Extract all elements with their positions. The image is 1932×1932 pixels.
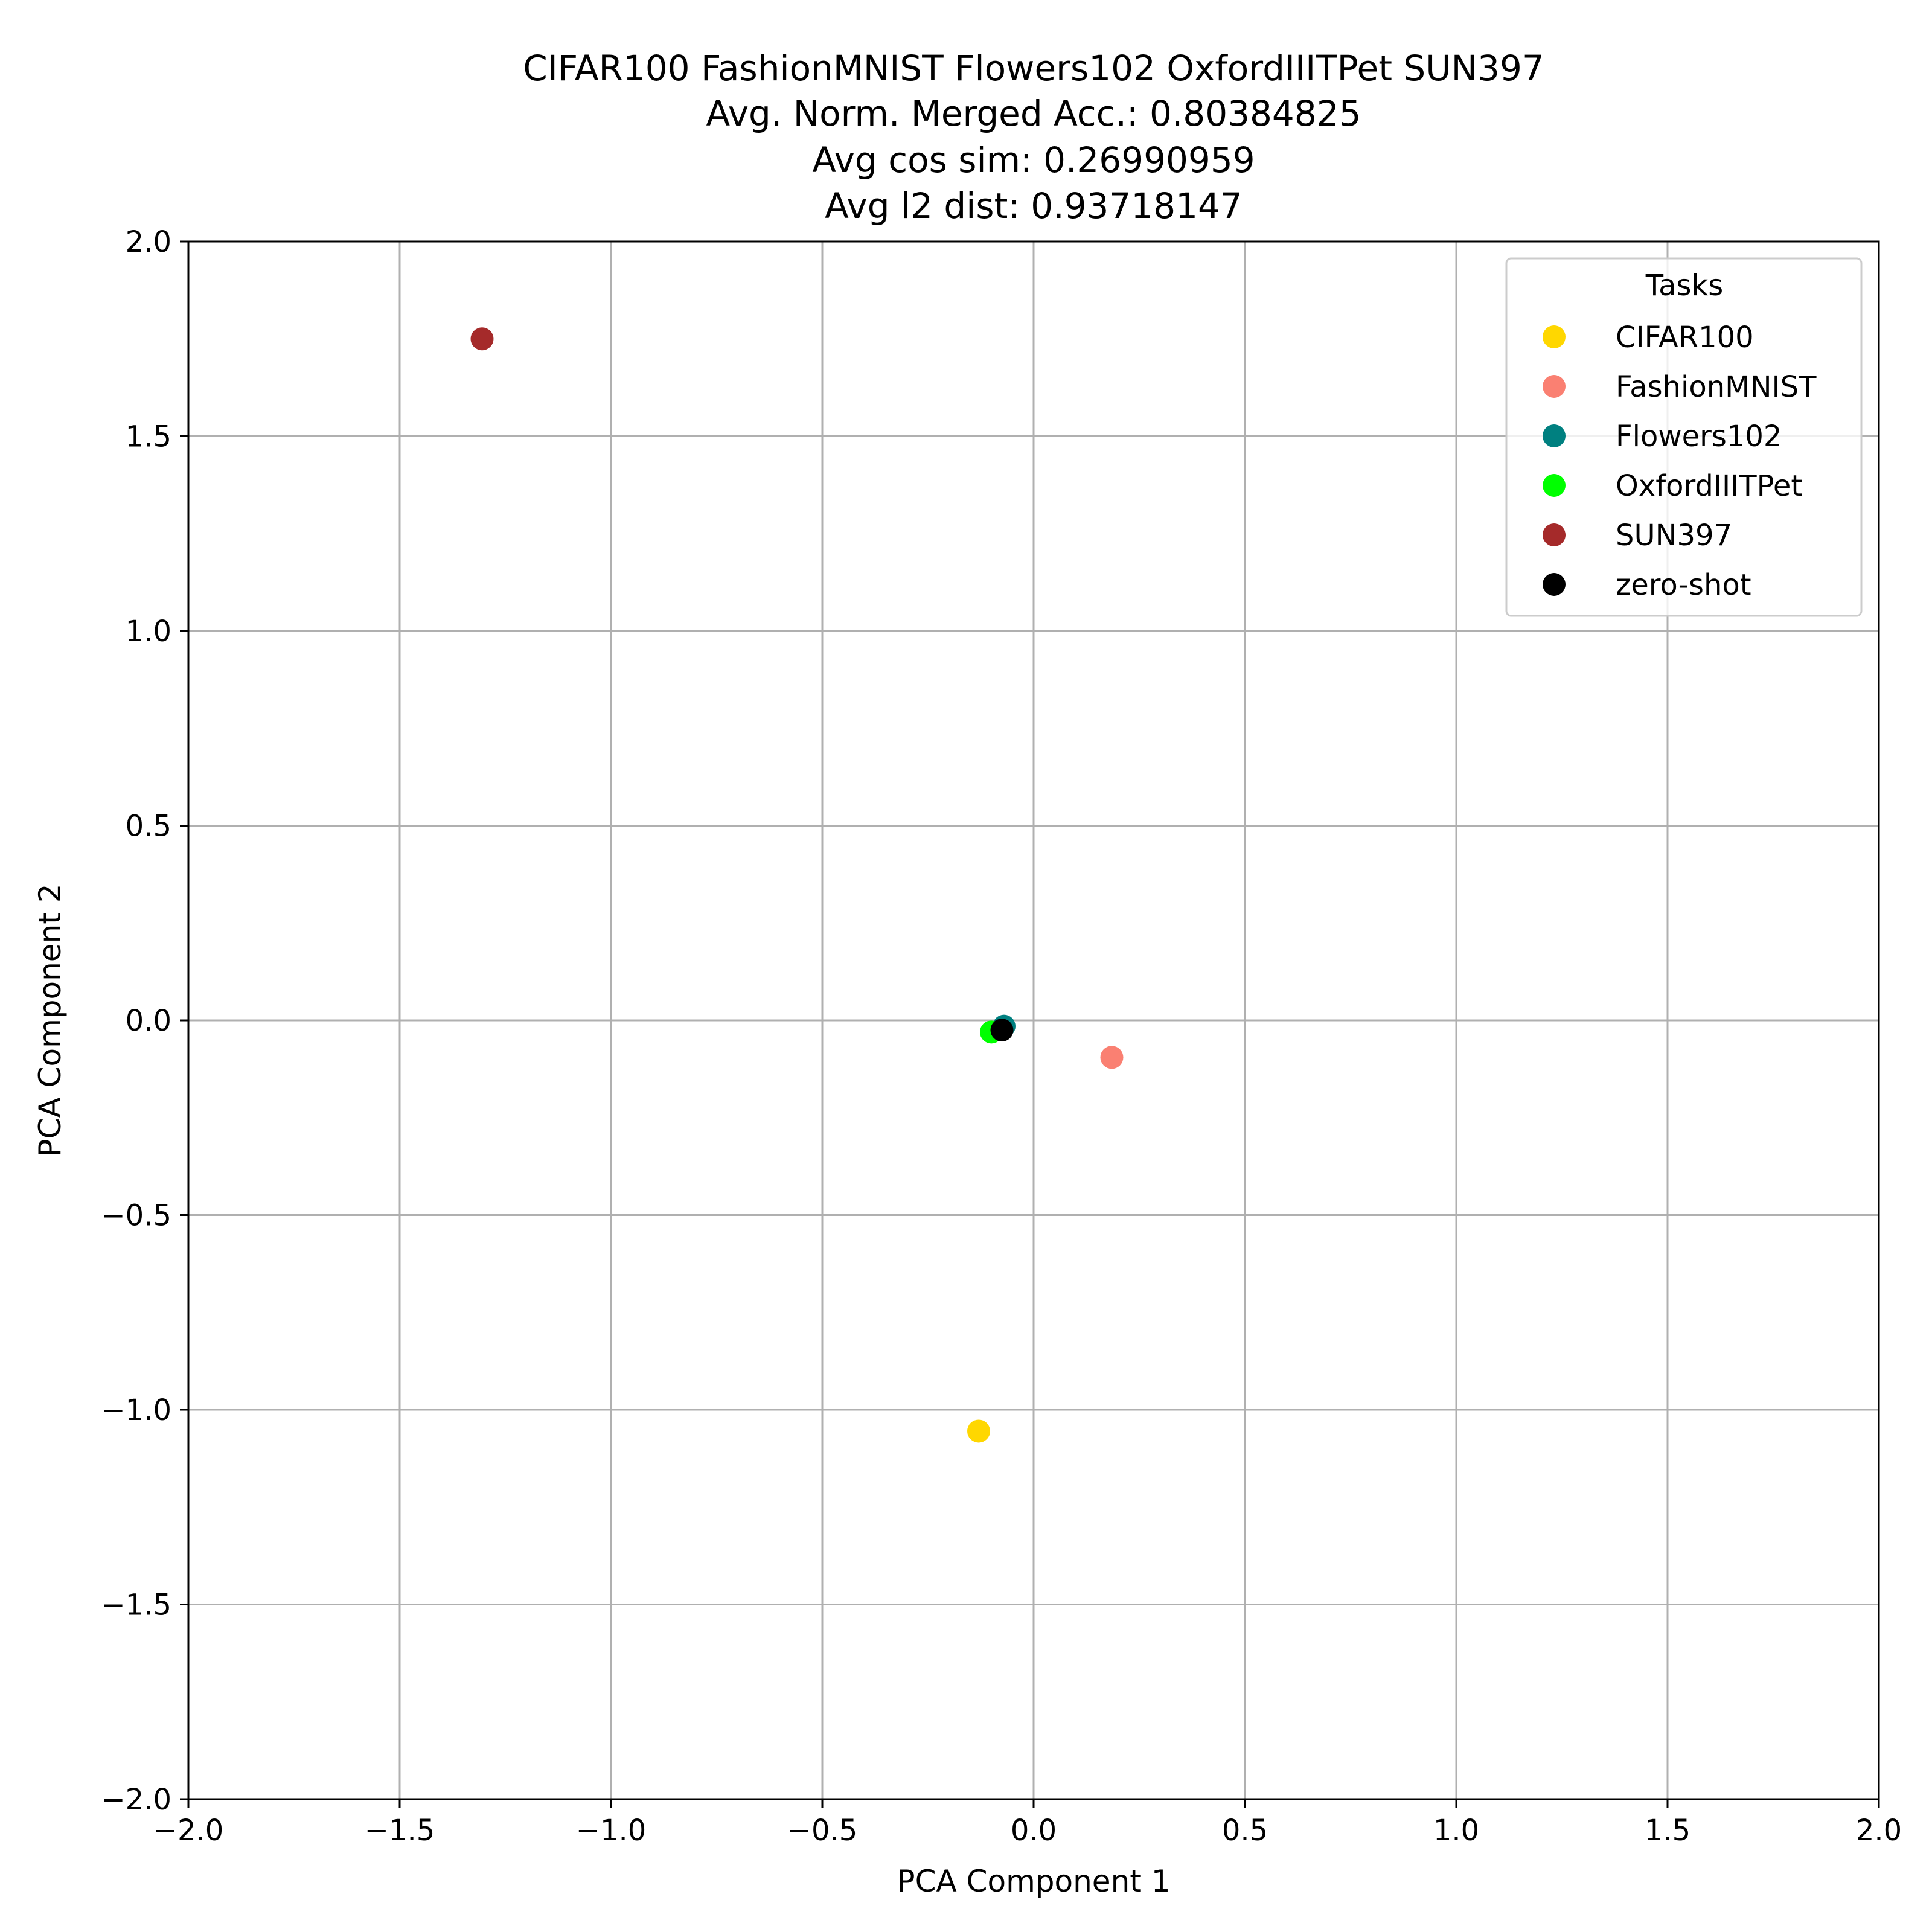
scatter-point-zero-shot (990, 1019, 1014, 1042)
legend-marker-flowers102 (1543, 424, 1566, 447)
title-line-1: CIFAR100 FashionMNIST Flowers102 OxfordI… (523, 48, 1544, 89)
title-line-4: Avg l2 dist: 0.93718147 (825, 185, 1243, 226)
legend-entries: CIFAR100 FashionMNIST Flowers102 OxfordIIIT… (1543, 321, 1817, 602)
y-tick-label: −1.5 (101, 1588, 171, 1622)
legend: Tasks CIFAR100 FashionMNIST Flowers102 Oxfo… (1505, 257, 1863, 617)
y-tick-label: 0.0 (126, 1004, 171, 1038)
y-tick-label: −2.0 (101, 1783, 171, 1817)
x-tick-label: 1.5 (1645, 1814, 1690, 1847)
x-axis-ticks: −2.0 −1.5 −1.0 −0.5 0.0 0.5 1.0 1.5 2.0 (153, 1799, 1902, 1847)
legend-marker-oxfordiiitpet (1543, 474, 1566, 497)
chart-title: CIFAR100 FashionMNIST Flowers102 OxfordI… (523, 48, 1544, 226)
x-tick-label: 1.0 (1433, 1814, 1479, 1847)
x-tick-label: −1.0 (576, 1814, 647, 1847)
y-tick-label: −1.0 (101, 1393, 171, 1427)
legend-marker-fashionmnist (1543, 375, 1566, 398)
plot-frame (187, 240, 1880, 1800)
x-tick-label: −0.5 (787, 1814, 858, 1847)
x-tick-label: −2.0 (153, 1814, 224, 1847)
legend-marker-zero-shot (1543, 573, 1566, 596)
legend-marker-sun397 (1543, 523, 1566, 546)
legend-label-sun397: SUN397 (1616, 519, 1732, 552)
y-tick-label: 1.0 (126, 615, 171, 648)
legend-label-flowers102: Flowers102 (1616, 420, 1782, 453)
legend-label-fashionmnist: FashionMNIST (1616, 370, 1817, 404)
x-tick-label: 0.5 (1222, 1814, 1268, 1847)
title-line-2: Avg. Norm. Merged Acc.: 0.80384825 (706, 93, 1361, 134)
legend-label-zero-shot: zero-shot (1616, 568, 1751, 602)
x-tick-label: 0.0 (1011, 1814, 1057, 1847)
x-tick-label: 2.0 (1856, 1814, 1902, 1847)
y-tick-label: 0.5 (126, 810, 171, 843)
y-axis-label: PCA Component 2 (33, 883, 68, 1157)
y-tick-label: 2.0 (126, 225, 171, 259)
scatter-point-cifar100 (967, 1419, 990, 1443)
x-tick-label: −1.5 (365, 1814, 435, 1847)
scatter-point-fashionmnist (1100, 1046, 1124, 1069)
title-line-3: Avg cos sim: 0.26990959 (812, 139, 1255, 181)
scatter-point-sun397 (470, 327, 494, 351)
legend-marker-cifar100 (1543, 325, 1566, 348)
legend-frame (1505, 257, 1863, 617)
legend-title: Tasks (1645, 269, 1724, 302)
x-axis-label: PCA Component 1 (897, 1864, 1170, 1899)
y-tick-label: −0.5 (101, 1199, 171, 1233)
y-axis-ticks: −2.0 −1.5 −1.0 −0.5 0.0 0.5 1.0 1.5 2.0 (101, 225, 188, 1817)
scatter-points (470, 327, 1124, 1443)
y-tick-label: 1.5 (126, 420, 171, 454)
legend-label-cifar100: CIFAR100 (1616, 321, 1754, 354)
legend-label-oxfordiiitpet: OxfordIIITPet (1616, 469, 1802, 503)
